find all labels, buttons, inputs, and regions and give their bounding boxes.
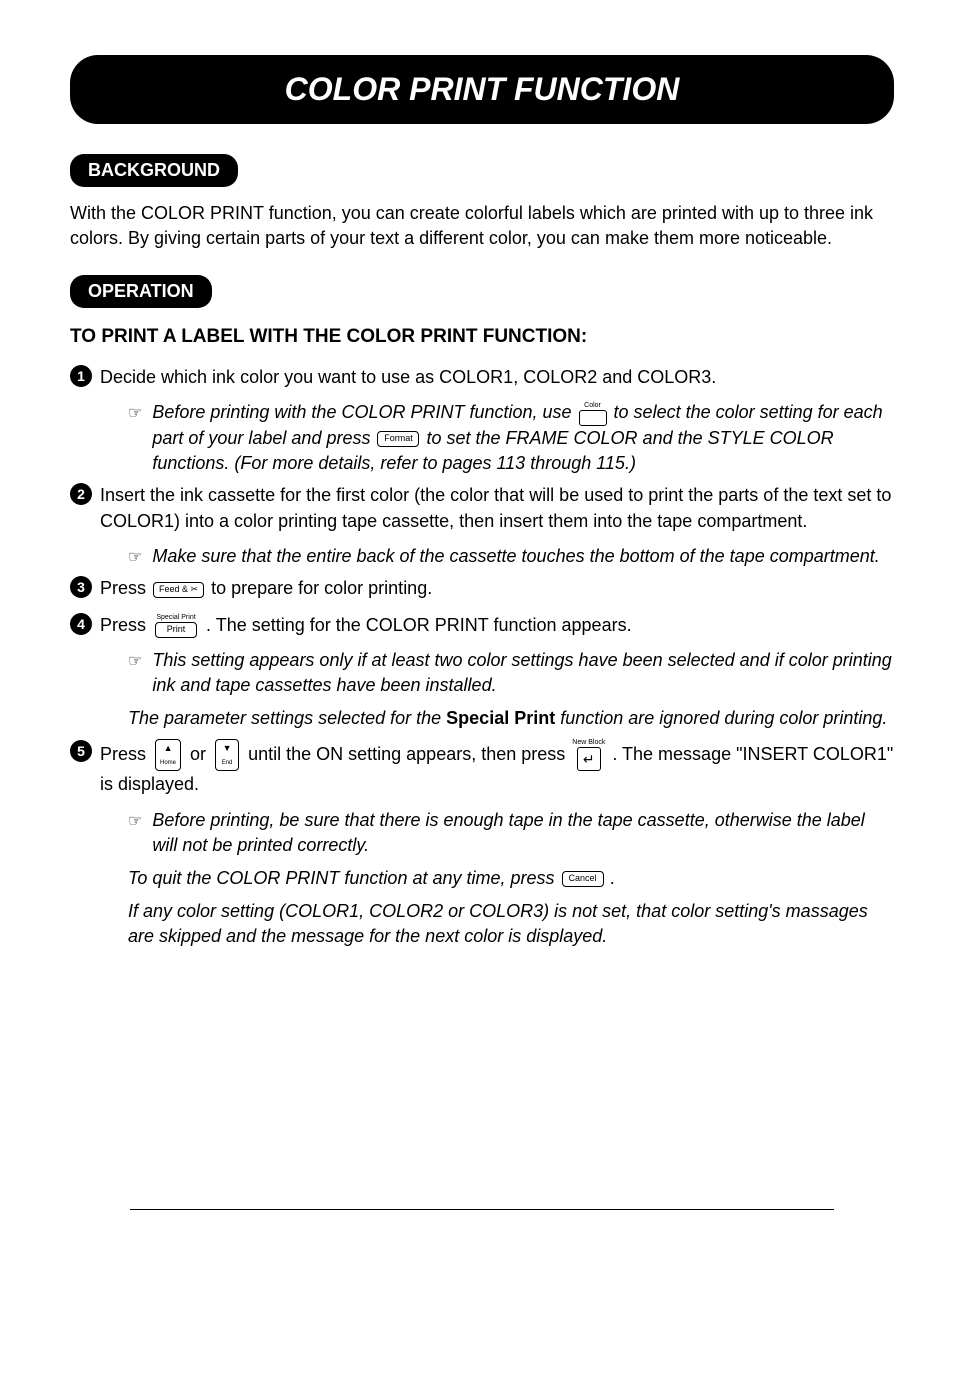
step-1-note-text: Before printing with the COLOR PRINT fun… <box>152 400 894 476</box>
text-fragment: . <box>611 868 616 888</box>
text-fragment: or <box>190 744 211 764</box>
step-3: 3 Press Feed & ✂ to prepare for color pr… <box>70 575 894 601</box>
key-top-label: Color <box>584 402 601 409</box>
section-operation-label: OPERATION <box>70 275 212 308</box>
key-label: Home <box>160 760 176 766</box>
key-box: ▲ Home <box>155 739 181 771</box>
step-1-text: Decide which ink color you want to use a… <box>100 364 894 390</box>
enter-symbol-icon: ↵ <box>577 747 601 771</box>
step-5-note-1: ☞ Before printing, be sure that there is… <box>128 808 894 858</box>
section-background-label: BACKGROUND <box>70 154 238 187</box>
text-fragment: function are ignored during color printi… <box>555 708 887 728</box>
step-2-note-text: Make sure that the entire back of the ca… <box>152 544 894 569</box>
text-fragment: until the ON setting appears, then press <box>248 744 570 764</box>
step-5-note-1-text: Before printing, be sure that there is e… <box>152 808 894 858</box>
enter-key-icon: New Block ↵ <box>572 739 605 771</box>
format-key-icon: Format <box>377 431 419 447</box>
footer-divider <box>130 1209 834 1210</box>
step-num-5: 5 <box>70 740 92 762</box>
text-fragment: To quit the COLOR PRINT function at any … <box>128 868 560 888</box>
step-5-note-2: To quit the COLOR PRINT function at any … <box>128 866 894 891</box>
step-3-text: Press Feed & ✂ to prepare for color prin… <box>100 575 894 601</box>
step-num-3: 3 <box>70 576 92 598</box>
key-box: ▼ End <box>215 739 239 771</box>
key-label: End <box>222 760 233 766</box>
arrow-down-icon: ▼ <box>223 743 232 753</box>
step-1: 1 Decide which ink color you want to use… <box>70 364 894 390</box>
step-4-note-2: The parameter settings selected for the … <box>128 706 894 731</box>
page-title: COLOR PRINT FUNCTION <box>70 55 894 124</box>
feedcut-key-icon: Feed & ✂ <box>153 582 204 598</box>
step-2-text: Insert the ink cassette for the first co… <box>100 482 894 534</box>
step-num-2: 2 <box>70 483 92 505</box>
step-4-note-1-text: This setting appears only if at least tw… <box>152 648 894 698</box>
text-fragment: to prepare for color printing. <box>211 578 432 598</box>
text-fragment: Press <box>100 615 151 635</box>
key-top-label: Special Print <box>156 614 195 621</box>
page: COLOR PRINT FUNCTION BACKGROUND With the… <box>0 0 954 1270</box>
step-2: 2 Insert the ink cassette for the first … <box>70 482 894 534</box>
step-num-4: 4 <box>70 613 92 635</box>
print-key-icon: Special Print Print <box>153 614 199 638</box>
step-2-note: ☞ Make sure that the entire back of the … <box>128 544 894 569</box>
text-fragment: The parameter settings selected for the <box>128 708 446 728</box>
step-5-text: Press ▲ Home or ▼ End until the ON setting… <box>100 739 894 797</box>
pointer-icon: ☞ <box>128 403 142 423</box>
key-top-label: New Block <box>572 739 605 746</box>
pointer-icon: ☞ <box>128 651 142 671</box>
step-4: 4 Press Special Print Print . The settin… <box>70 612 894 638</box>
step-num-1: 1 <box>70 365 92 387</box>
text-fragment: Press <box>100 744 151 764</box>
pointer-icon: ☞ <box>128 547 142 567</box>
step-4-text: Press Special Print Print . The setting … <box>100 612 894 638</box>
arrow-up-icon: ▲ <box>164 743 173 753</box>
background-text: With the COLOR PRINT function, you can c… <box>70 201 894 251</box>
key-box: Print <box>155 622 197 638</box>
pointer-icon: ☞ <box>128 811 142 831</box>
end-key-icon: ▼ End <box>213 739 241 771</box>
color-key-icon: Color <box>579 402 607 426</box>
step-4-note-1: ☞ This setting appears only if at least … <box>128 648 894 698</box>
operation-heading: TO PRINT A LABEL WITH THE COLOR PRINT FU… <box>70 326 894 348</box>
text-fragment: . The setting for the COLOR PRINT functi… <box>206 615 632 635</box>
key-box <box>579 410 607 426</box>
step-1-note: ☞ Before printing with the COLOR PRINT f… <box>128 400 894 476</box>
bold-text: Special Print <box>446 708 555 728</box>
text-fragment: Before printing with the COLOR PRINT fun… <box>152 402 576 422</box>
step-5-note-3: If any color setting (COLOR1, COLOR2 or … <box>128 899 894 949</box>
home-key-icon: ▲ Home <box>153 739 183 771</box>
cancel-key-icon: Cancel <box>562 871 604 887</box>
text-fragment: Press <box>100 578 151 598</box>
step-5: 5 Press ▲ Home or ▼ End until the ON setti… <box>70 739 894 797</box>
